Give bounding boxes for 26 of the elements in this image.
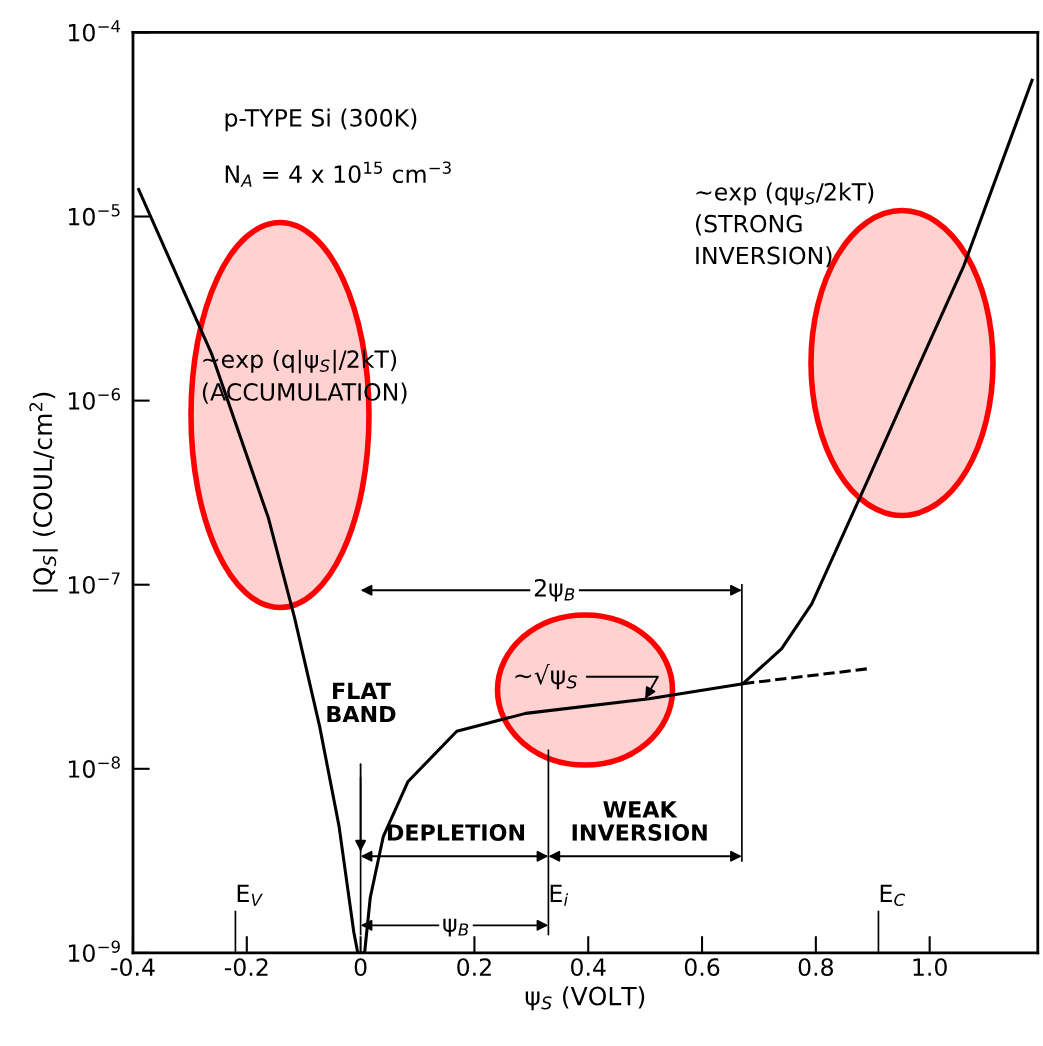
y-tick-label: 10$^{−7}$	[68, 572, 120, 594]
annotation: ~exp (qψ$_{S}$/2kT) (STRONG INVERSION)	[695, 182, 874, 268]
annotation: ~√ψ$_{S}$	[515, 663, 578, 690]
annotation: N$_{A}$ = 4 x 10$^{15}$ cm$^{−3}$	[225, 161, 451, 187]
y-tick-label: 10$^{−8}$	[68, 756, 120, 778]
ref-line-label: E$_{C}$	[880, 884, 906, 907]
y-tick-label: 10$^{−5}$	[68, 204, 120, 226]
ref-line-label: E$_{i}$	[550, 884, 569, 906]
y-tick-label: 10$^{−4}$	[68, 20, 121, 42]
annotation: FLAT BAND	[327, 682, 396, 723]
x-axis-title: ψ$_{S}$ (VOLT)	[525, 986, 645, 1011]
x-tick-label: 0.6	[684, 958, 720, 977]
y-tick-label: 10$^{−6}$	[68, 388, 120, 410]
annotation: 2ψ$_{B}$	[534, 579, 575, 602]
x-tick-label: 0.4	[571, 958, 606, 977]
annotation: WEAK INVERSION	[572, 801, 707, 841]
x-tick-label: 0.8	[798, 958, 834, 977]
x-tick-label: 1.0	[913, 958, 947, 977]
ref-line-label: E$_{V}$	[237, 884, 263, 906]
annotation: p-TYPE Si (300K)	[225, 108, 417, 132]
annotation: ψ$_{B}$	[443, 918, 469, 937]
annotation: DEPLETION	[387, 824, 525, 841]
y-axis-title: |Q$_{S}$| (COUL/cm$^{2}$)	[29, 392, 58, 592]
x-tick-label: 0	[354, 958, 367, 977]
x-tick-label: -0.2	[224, 958, 268, 977]
x-tick-label: 0.2	[457, 958, 491, 977]
